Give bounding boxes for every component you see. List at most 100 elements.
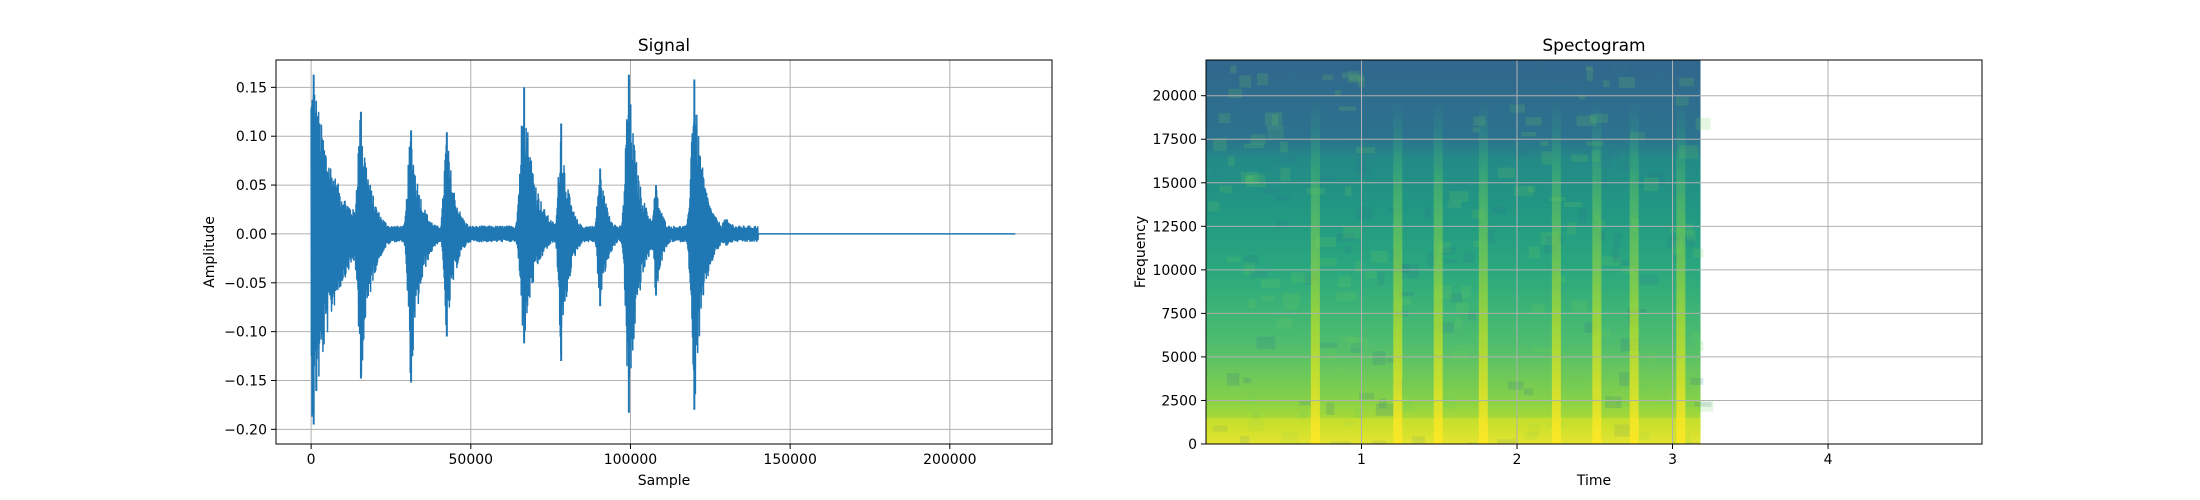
spectrogram-texture bbox=[1243, 255, 1258, 265]
spectrogram-texture bbox=[1689, 108, 1701, 118]
signal-chart: 0 50000 100000 150000 200000 −0.20 −0.15 −0.10 −… bbox=[202, 36, 1053, 489]
spectrogram-texture bbox=[1618, 260, 1635, 266]
spectrogram-texture bbox=[1467, 311, 1477, 321]
spectrogram-texture bbox=[1571, 300, 1588, 314]
spectrogram-background bbox=[1206, 60, 1701, 444]
spectrogram-texture bbox=[1618, 77, 1636, 88]
spectrogram-texture bbox=[1318, 342, 1338, 348]
spectrogram-texture bbox=[1576, 115, 1597, 127]
spectrogram-texture bbox=[1616, 74, 1626, 84]
spectrogram-texture bbox=[1612, 64, 1629, 76]
spectrogram-texture bbox=[1670, 227, 1682, 233]
spectrogram-texture bbox=[1324, 126, 1343, 140]
spectrogram-texture bbox=[1637, 432, 1650, 441]
spectrogram-ytick-label: 2500 bbox=[1161, 393, 1197, 409]
spectrogram-texture bbox=[1280, 168, 1291, 182]
spectrogram-texture bbox=[1528, 185, 1536, 193]
spectrogram-xlabel: Time bbox=[1576, 473, 1611, 489]
spectrogram-texture bbox=[1341, 336, 1355, 343]
signal-xlabel: Sample bbox=[638, 473, 691, 489]
spectrogram-texture bbox=[1486, 230, 1495, 244]
spectrogram-texture bbox=[1426, 252, 1437, 267]
spectrogram-ylabel: Frequency bbox=[1133, 216, 1149, 288]
signal-xtick-label: 150000 bbox=[763, 452, 816, 468]
signal-waveform bbox=[310, 74, 1016, 425]
spectrogram-texture bbox=[1694, 402, 1712, 407]
spectrogram-texture bbox=[1248, 299, 1256, 309]
spectrogram-texture bbox=[1257, 73, 1269, 86]
spectrogram-texture bbox=[1456, 302, 1469, 313]
spectrogram-onset bbox=[1478, 98, 1488, 444]
spectrogram-texture bbox=[1598, 390, 1612, 400]
spectrogram-texture bbox=[1598, 231, 1606, 241]
spectrogram-texture bbox=[1345, 186, 1352, 197]
spectrogram-texture bbox=[1529, 246, 1540, 259]
spectrogram-texture bbox=[1398, 291, 1414, 296]
spectrogram-texture bbox=[1278, 157, 1297, 165]
spectrogram-texture bbox=[1298, 411, 1308, 420]
spectrogram-texture bbox=[1551, 84, 1572, 93]
spectrogram-texture bbox=[1246, 174, 1266, 188]
spectrogram-texture bbox=[1342, 72, 1349, 79]
spectrogram-texture bbox=[1211, 172, 1221, 178]
spectrogram-texture bbox=[1207, 201, 1220, 212]
spectrogram-texture bbox=[1655, 70, 1665, 82]
spectrogram-texture bbox=[1331, 441, 1351, 444]
spectrogram-texture bbox=[1606, 123, 1619, 134]
spectrogram-onset bbox=[1393, 98, 1403, 444]
spectrogram-texture bbox=[1354, 408, 1363, 419]
spectrogram-texture bbox=[1397, 402, 1413, 412]
spectrogram-texture bbox=[1543, 244, 1557, 254]
spectrogram-texture bbox=[1473, 240, 1482, 247]
spectrogram-texture bbox=[1437, 241, 1451, 254]
spectrogram-texture bbox=[1296, 442, 1313, 444]
spectrogram-texture bbox=[1355, 260, 1362, 273]
spectrogram-texture bbox=[1654, 384, 1663, 394]
spectrogram-texture bbox=[1438, 394, 1457, 409]
spectrogram-texture bbox=[1282, 293, 1301, 304]
spectrogram-texture bbox=[1689, 442, 1699, 444]
spectrogram-texture bbox=[1267, 125, 1284, 140]
spectrogram-texture bbox=[1250, 270, 1268, 278]
signal-ticks: 0 50000 100000 150000 200000 −0.20 −0.15 −0.10 −… bbox=[224, 80, 976, 468]
spectrogram-texture bbox=[1585, 66, 1593, 71]
spectrogram-texture bbox=[1333, 128, 1345, 139]
spectrogram-texture bbox=[1451, 350, 1469, 362]
spectrogram-texture bbox=[1319, 257, 1337, 267]
signal-xtick-label: 0 bbox=[307, 452, 316, 468]
spectrogram-texture bbox=[1350, 342, 1363, 353]
spectrogram-texture bbox=[1607, 150, 1620, 158]
spectrogram-texture bbox=[1276, 194, 1290, 201]
spectrogram-texture bbox=[1695, 117, 1711, 130]
spectrogram-texture bbox=[1256, 336, 1276, 350]
spectrogram-texture bbox=[1638, 274, 1659, 286]
signal-ytick-label: −0.15 bbox=[224, 373, 267, 389]
spectrogram-low-band bbox=[1206, 417, 1701, 444]
spectrogram-texture bbox=[1386, 357, 1397, 363]
spectrogram-texture bbox=[1536, 60, 1546, 69]
spectrogram-texture bbox=[1540, 140, 1549, 146]
spectrogram-texture bbox=[1647, 172, 1665, 186]
spectrogram-texture bbox=[1218, 113, 1231, 124]
spectrogram-texture bbox=[1454, 316, 1462, 329]
spectrogram-texture bbox=[1243, 262, 1256, 275]
spectrogram-texture bbox=[1359, 392, 1375, 400]
spectrogram-texture bbox=[1344, 246, 1352, 255]
spectrogram-xtick-label: 2 bbox=[1513, 452, 1522, 468]
spectrogram-title: Spectogram bbox=[1542, 36, 1645, 56]
spectrogram-texture bbox=[1603, 80, 1610, 87]
spectrogram-texture bbox=[1213, 137, 1227, 151]
spectrogram-texture bbox=[1315, 174, 1335, 181]
signal-ytick-label: −0.10 bbox=[224, 325, 267, 341]
spectrogram-texture bbox=[1690, 377, 1704, 385]
spectrogram-texture bbox=[1566, 381, 1587, 392]
spectrogram-texture bbox=[1605, 396, 1622, 409]
spectrogram-texture bbox=[1678, 77, 1694, 87]
spectrogram-texture bbox=[1338, 106, 1357, 111]
spectrogram-texture bbox=[1344, 420, 1354, 427]
spectrogram-texture bbox=[1299, 400, 1314, 406]
spectrogram-texture bbox=[1525, 117, 1542, 126]
spectrogram-texture bbox=[1230, 65, 1237, 74]
spectrogram-texture bbox=[1523, 388, 1533, 396]
spectrogram-texture bbox=[1343, 226, 1362, 239]
